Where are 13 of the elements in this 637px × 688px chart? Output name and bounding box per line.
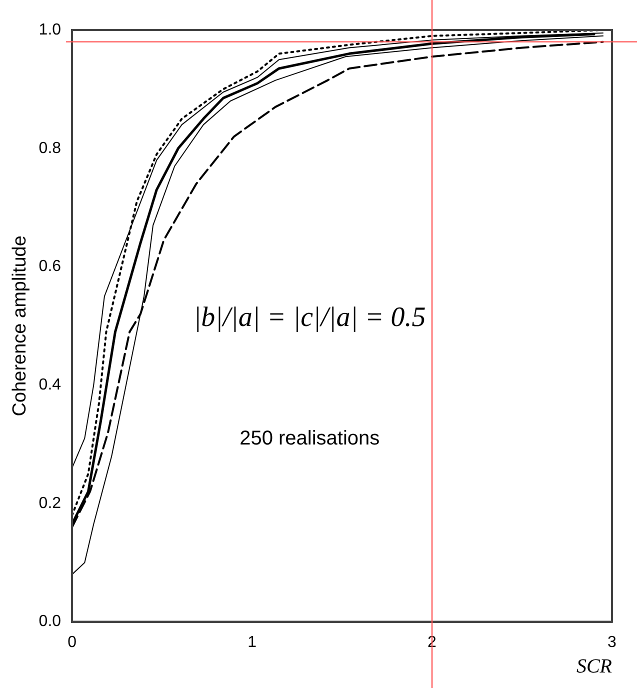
x-axis-title: SCR — [576, 655, 612, 678]
y-tick-label: 0.4 — [38, 376, 62, 394]
annotation: 250 realisations — [240, 427, 380, 450]
y-axis-title: Coherence amplitude — [10, 236, 31, 416]
y-tick-label: 0.6 — [38, 258, 62, 276]
y-tick-label: 0.8 — [38, 140, 62, 157]
y-tick-label: 1.0 — [38, 21, 62, 38]
x-tick-label: 3 — [608, 634, 617, 651]
y-tick-label: 0.0 — [38, 613, 62, 630]
x-tick-label: 1 — [248, 634, 257, 651]
annotation: |b|/|a| = |c|/|a| = 0.5 — [193, 302, 426, 333]
x-tick-label: 0 — [68, 634, 77, 651]
y-tick-label: 0.2 — [38, 494, 62, 512]
